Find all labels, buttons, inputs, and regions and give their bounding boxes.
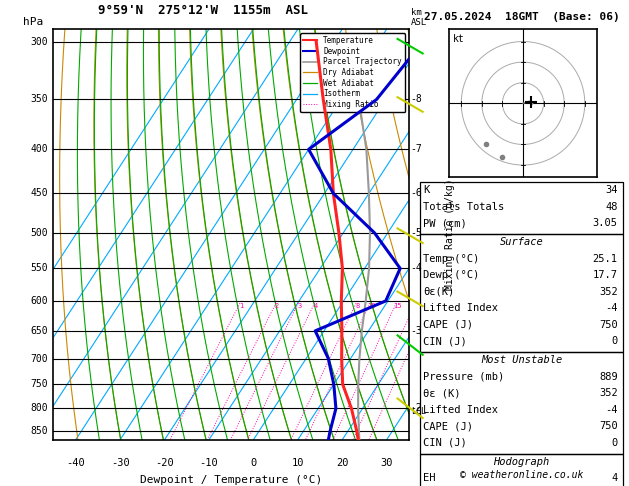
Text: 10: 10: [367, 303, 376, 309]
Text: 8: 8: [355, 303, 359, 309]
Text: 352: 352: [599, 388, 618, 399]
Text: -5: -5: [411, 228, 423, 238]
Text: -7: -7: [411, 144, 423, 155]
Text: -4: -4: [411, 263, 423, 274]
Text: Hodograph: Hodograph: [493, 457, 550, 467]
Text: Mixing Ratio (g/kg): Mixing Ratio (g/kg): [445, 179, 455, 290]
Text: 500: 500: [31, 228, 48, 238]
Text: CIN (J): CIN (J): [423, 438, 467, 448]
Text: © weatheronline.co.uk: © weatheronline.co.uk: [460, 470, 583, 480]
Text: -8: -8: [411, 94, 423, 104]
Text: 850: 850: [31, 426, 48, 436]
Text: 750: 750: [599, 421, 618, 432]
Text: -2: -2: [411, 403, 423, 414]
Text: CAPE (J): CAPE (J): [423, 320, 473, 330]
Text: 300: 300: [31, 37, 48, 47]
Text: 20: 20: [336, 458, 348, 469]
Text: θε(K): θε(K): [423, 287, 455, 297]
Text: 27.05.2024  18GMT  (Base: 06): 27.05.2024 18GMT (Base: 06): [423, 12, 620, 22]
Text: Lifted Index: Lifted Index: [423, 405, 498, 415]
Text: 400: 400: [31, 144, 48, 155]
Text: CAPE (J): CAPE (J): [423, 421, 473, 432]
Text: Temp (°C): Temp (°C): [423, 254, 479, 264]
Text: 17.7: 17.7: [593, 270, 618, 280]
Text: 0: 0: [611, 336, 618, 347]
Text: 3.05: 3.05: [593, 218, 618, 228]
Text: 34: 34: [605, 185, 618, 195]
Text: -40: -40: [66, 458, 85, 469]
Text: -4: -4: [605, 405, 618, 415]
Text: 650: 650: [31, 326, 48, 336]
Text: 600: 600: [31, 296, 48, 306]
Text: Dewp (°C): Dewp (°C): [423, 270, 479, 280]
Text: 450: 450: [31, 189, 48, 198]
Text: 25.1: 25.1: [593, 254, 618, 264]
Text: km
ASL: km ASL: [411, 8, 426, 27]
Text: Most Unstable: Most Unstable: [481, 355, 562, 365]
Text: 750: 750: [31, 380, 48, 389]
Text: 700: 700: [31, 353, 48, 364]
Text: -10: -10: [199, 458, 218, 469]
Text: -3: -3: [411, 326, 423, 336]
Text: 0: 0: [250, 458, 257, 469]
Text: EH: EH: [423, 473, 436, 484]
Text: 30: 30: [381, 458, 393, 469]
Legend: Temperature, Dewpoint, Parcel Trajectory, Dry Adiabat, Wet Adiabat, Isotherm, Mi: Temperature, Dewpoint, Parcel Trajectory…: [301, 33, 405, 112]
Text: -20: -20: [155, 458, 174, 469]
Text: K: K: [423, 185, 430, 195]
Text: kt: kt: [454, 34, 465, 44]
Text: θε (K): θε (K): [423, 388, 461, 399]
Text: -4: -4: [605, 303, 618, 313]
Text: 4: 4: [314, 303, 318, 309]
Text: 550: 550: [31, 263, 48, 274]
Text: 750: 750: [599, 320, 618, 330]
Text: LCL: LCL: [411, 407, 426, 416]
Text: 2: 2: [275, 303, 279, 309]
Text: 1: 1: [239, 303, 243, 309]
Text: 350: 350: [31, 94, 48, 104]
Text: CIN (J): CIN (J): [423, 336, 467, 347]
Text: -6: -6: [411, 189, 423, 198]
Text: 4: 4: [611, 473, 618, 484]
Text: 800: 800: [31, 403, 48, 414]
Text: Lifted Index: Lifted Index: [423, 303, 498, 313]
Text: 0: 0: [611, 438, 618, 448]
Text: 10: 10: [292, 458, 304, 469]
Text: 48: 48: [605, 202, 618, 212]
Text: -30: -30: [111, 458, 130, 469]
Text: Dewpoint / Temperature (°C): Dewpoint / Temperature (°C): [140, 475, 322, 485]
Text: 15: 15: [393, 303, 401, 309]
Text: Surface: Surface: [499, 237, 543, 247]
Text: 352: 352: [599, 287, 618, 297]
Text: Pressure (mb): Pressure (mb): [423, 372, 504, 382]
Text: hPa: hPa: [23, 17, 43, 27]
Text: 9°59'N  275°12'W  1155m  ASL: 9°59'N 275°12'W 1155m ASL: [97, 4, 308, 17]
Text: Totals Totals: Totals Totals: [423, 202, 504, 212]
Text: 889: 889: [599, 372, 618, 382]
Text: 3: 3: [298, 303, 301, 309]
Text: PW (cm): PW (cm): [423, 218, 467, 228]
